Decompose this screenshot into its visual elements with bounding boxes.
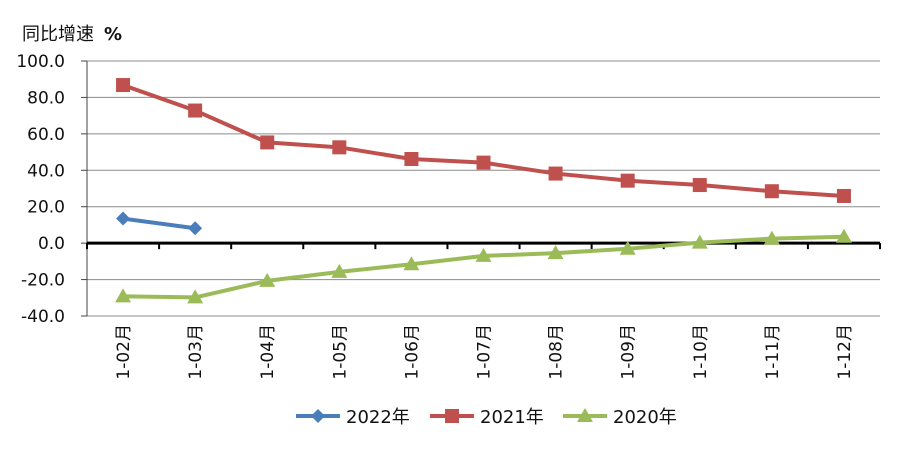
y-tick-label: 20.0 — [27, 198, 65, 218]
legend-label: 2020年 — [613, 407, 677, 428]
x-tick-label: 1-07月 — [475, 324, 495, 380]
y-tick-label: 0.0 — [38, 234, 65, 254]
data-point — [331, 263, 348, 278]
chart-legend: 2022年 2021年 2020年 — [0, 398, 900, 434]
y-tick-label: -40.0 — [21, 307, 65, 327]
data-point — [619, 240, 636, 255]
data-point — [475, 247, 492, 262]
y-axis-title: 同比增速% — [22, 20, 122, 46]
y-axis-unit: % — [104, 24, 123, 45]
x-tick-label: 1-10月 — [691, 324, 711, 380]
data-point — [548, 166, 563, 181]
data-point — [188, 103, 203, 118]
series-line-1 — [122, 83, 845, 198]
data-point — [764, 184, 779, 199]
y-tick-label: 40.0 — [27, 161, 65, 181]
legend-item: 2020年 — [563, 398, 677, 434]
data-point — [403, 256, 420, 271]
x-tick-label: 1-02月 — [114, 324, 134, 380]
legend-item: 2022年 — [296, 398, 410, 434]
y-axis-label: 同比增速 — [22, 24, 94, 45]
data-point — [332, 140, 347, 155]
data-point — [188, 221, 203, 236]
x-tick-label: 1-03月 — [186, 324, 206, 380]
y-tick-label: 80.0 — [27, 88, 65, 108]
series-line-0 — [122, 216, 196, 231]
y-tick-label: 100.0 — [16, 52, 65, 72]
legend-swatch — [430, 409, 474, 423]
x-tick-label: 1-09月 — [619, 324, 639, 380]
x-tick-label: 1-12月 — [835, 324, 855, 380]
legend-swatch — [296, 409, 340, 423]
x-tick-label: 1-08月 — [547, 324, 567, 380]
data-point — [836, 188, 851, 203]
line-chart: 100.0 80.0 60.0 40.0 20.0 0.0 -20.0 -40.0 1-02月 1… — [16, 52, 881, 380]
data-point — [115, 288, 132, 303]
legend-swatch — [563, 408, 607, 422]
data-point — [620, 173, 635, 188]
data-point — [116, 211, 131, 226]
data-point — [116, 78, 131, 93]
legend-item: 2021年 — [430, 398, 544, 434]
data-point — [547, 245, 564, 260]
data-point — [691, 234, 708, 249]
legend-label: 2021年 — [480, 407, 544, 428]
data-point — [763, 230, 780, 245]
data-point — [404, 151, 419, 166]
x-tick-label: 1-04月 — [258, 324, 278, 380]
x-tick-label: 1-06月 — [402, 324, 422, 380]
x-tick-label: 1-05月 — [330, 324, 350, 380]
data-point — [259, 272, 276, 287]
data-point — [692, 178, 707, 193]
data-point — [260, 135, 275, 150]
legend-label: 2022年 — [346, 407, 410, 428]
legend-marker — [445, 409, 459, 423]
data-point — [835, 228, 852, 243]
legend-marker — [577, 408, 593, 422]
y-tick-label: -20.0 — [21, 271, 65, 291]
data-point — [476, 155, 491, 170]
data-point — [187, 289, 204, 304]
x-tick-label: 1-11月 — [763, 324, 783, 380]
legend-marker — [311, 409, 325, 423]
y-tick-label: 60.0 — [27, 125, 65, 145]
